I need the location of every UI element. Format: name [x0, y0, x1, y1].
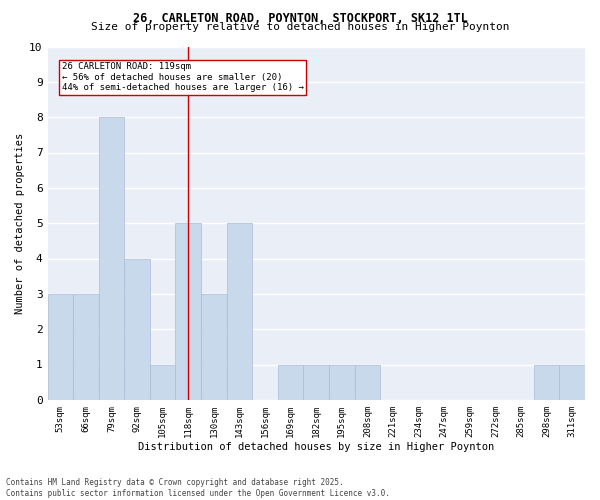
Text: 26, CARLETON ROAD, POYNTON, STOCKPORT, SK12 1TL: 26, CARLETON ROAD, POYNTON, STOCKPORT, S…: [133, 12, 467, 26]
Text: 26 CARLETON ROAD: 119sqm
← 56% of detached houses are smaller (20)
44% of semi-d: 26 CARLETON ROAD: 119sqm ← 56% of detach…: [62, 62, 304, 92]
Bar: [227, 223, 252, 400]
Bar: [201, 294, 227, 400]
Text: Size of property relative to detached houses in Higher Poynton: Size of property relative to detached ho…: [91, 22, 509, 32]
Bar: [355, 364, 380, 400]
Text: Contains HM Land Registry data © Crown copyright and database right 2025.
Contai: Contains HM Land Registry data © Crown c…: [6, 478, 390, 498]
Y-axis label: Number of detached properties: Number of detached properties: [15, 132, 25, 314]
Bar: [47, 294, 73, 400]
X-axis label: Distribution of detached houses by size in Higher Poynton: Distribution of detached houses by size …: [138, 442, 494, 452]
Bar: [304, 364, 329, 400]
Bar: [329, 364, 355, 400]
Bar: [99, 117, 124, 400]
Bar: [534, 364, 559, 400]
Bar: [175, 223, 201, 400]
Bar: [124, 258, 150, 400]
Bar: [150, 364, 175, 400]
Bar: [278, 364, 304, 400]
Bar: [559, 364, 585, 400]
Bar: [73, 294, 99, 400]
